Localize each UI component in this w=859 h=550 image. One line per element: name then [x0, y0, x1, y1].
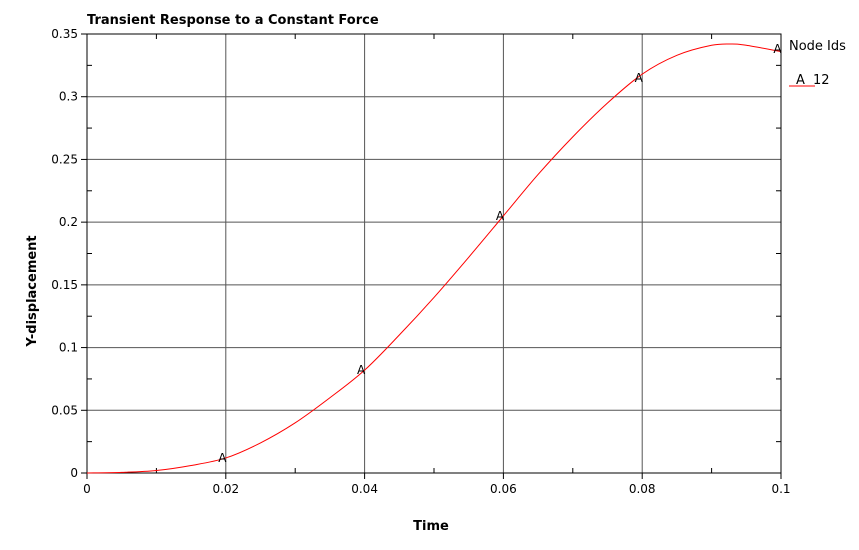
- x-axis: 0 0.02 0.04 0.06 0.08 0.1: [83, 34, 791, 496]
- y-tick-label: 0: [70, 466, 78, 480]
- y-axis-label: Y-displacement: [25, 235, 40, 347]
- legend-entry-label: 12: [813, 73, 830, 88]
- x-axis-label: Time: [413, 519, 449, 534]
- legend: Node Ids A 12: [789, 39, 846, 88]
- x-tick-label: 0.1: [771, 482, 790, 496]
- y-tick-label: 0.1: [59, 341, 78, 355]
- x-tick-label: 0: [83, 482, 91, 496]
- y-tick-label: 0.05: [51, 403, 78, 417]
- series-line-12: [86, 43, 782, 474]
- legend-title: Node Ids: [789, 39, 846, 54]
- x-tick-label: 0.04: [351, 482, 378, 496]
- x-tick-label: 0.02: [212, 482, 239, 496]
- y-tick-label: 0.35: [51, 27, 78, 41]
- chart-title: Transient Response to a Constant Force: [87, 13, 379, 28]
- series-marker: A: [218, 451, 227, 465]
- series-marker: A: [635, 71, 644, 85]
- x-tick-label: 0.06: [490, 482, 517, 496]
- series-markers: A A A A A: [218, 42, 782, 465]
- series-marker: A: [496, 209, 505, 223]
- y-axis: 0 0.05 0.1 0.15 0.2 0.25 0.3 0.35: [51, 27, 781, 480]
- series-marker: A: [357, 363, 366, 377]
- series-marker: A: [773, 42, 782, 56]
- y-tick-label: 0.25: [51, 152, 78, 166]
- y-tick-label: 0.15: [51, 278, 78, 292]
- plot-frame: [86, 33, 782, 474]
- y-tick-label: 0.2: [59, 215, 78, 229]
- legend-entry-symbol: A: [796, 73, 805, 88]
- x-tick-label: 0.08: [629, 482, 656, 496]
- y-tick-label: 0.3: [59, 90, 78, 104]
- grid: [87, 34, 781, 473]
